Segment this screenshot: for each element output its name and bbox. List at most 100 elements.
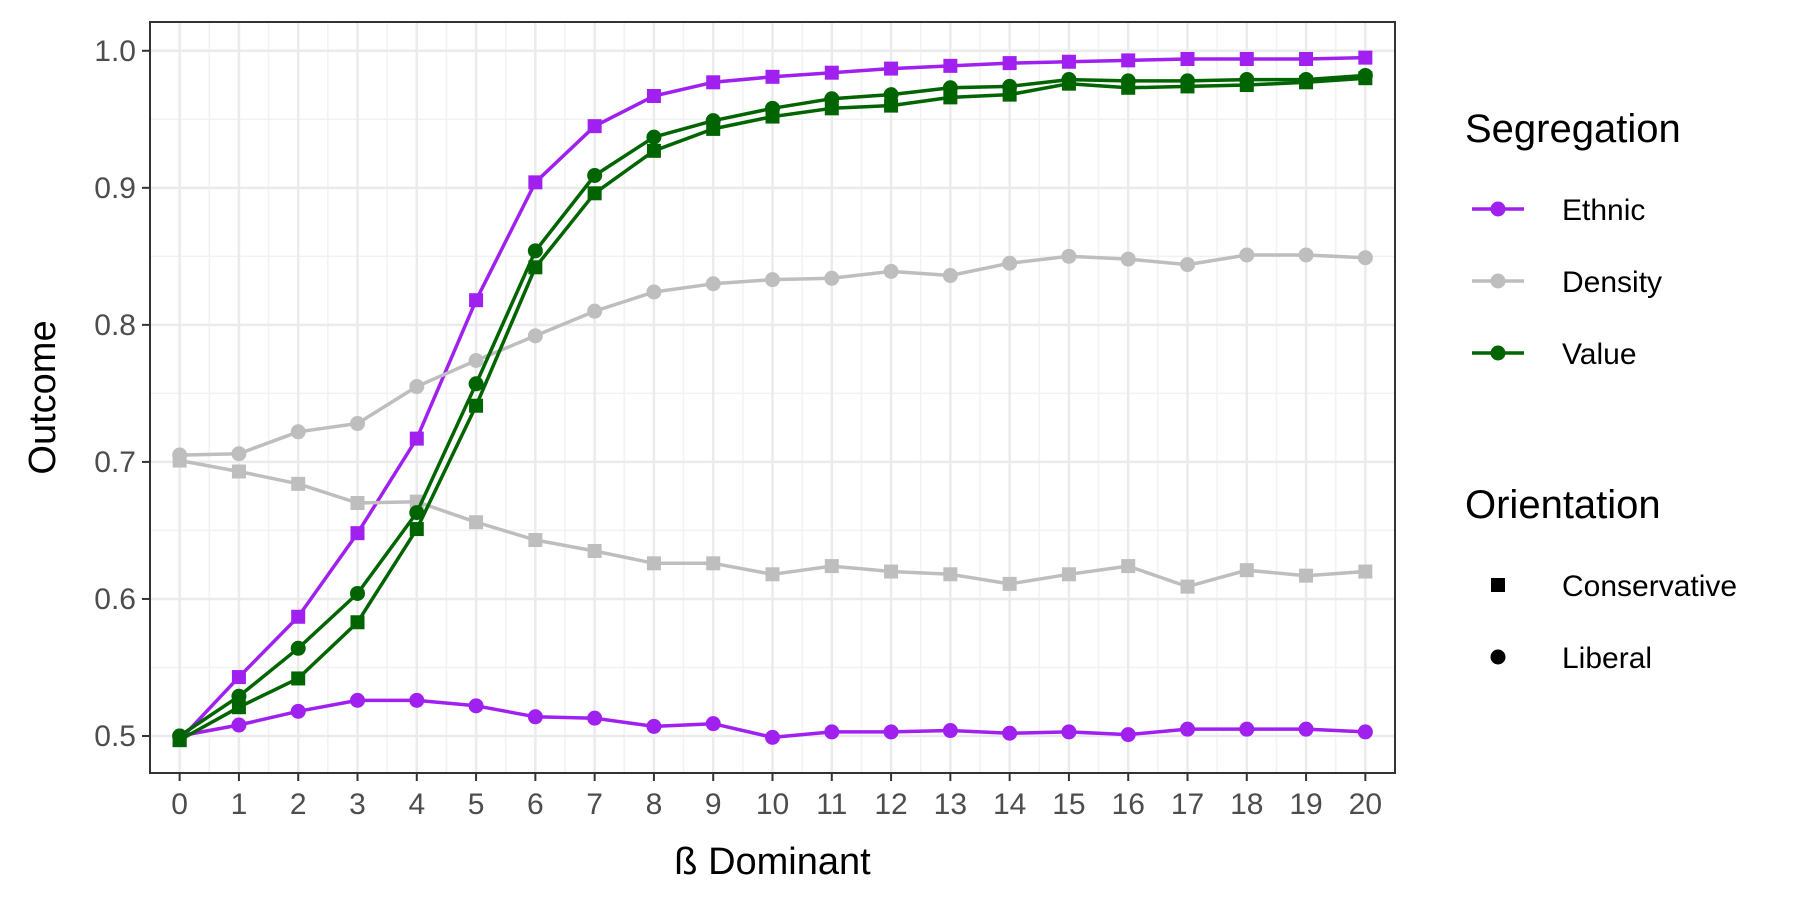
legend-item-density: Density [1472, 266, 1662, 299]
data-point-square [1299, 568, 1314, 583]
data-point-square [1358, 564, 1373, 579]
data-point-circle [409, 692, 425, 708]
data-point-square [646, 89, 661, 104]
y-tick-label: 0.5 [94, 720, 136, 753]
data-point-circle [1180, 73, 1195, 89]
data-point-circle [231, 717, 247, 733]
data-point-square [350, 615, 365, 630]
y-tick-label: 1.0 [94, 35, 136, 68]
x-tick-label: 11 [816, 788, 847, 821]
legend-label: Ethnic [1562, 194, 1645, 227]
x-tick-label: 5 [468, 788, 485, 821]
x-tick-label: 15 [1052, 788, 1085, 821]
data-point-circle [587, 167, 603, 183]
data-point-circle [883, 724, 899, 740]
data-point-square [469, 398, 484, 413]
x-tick-label: 3 [349, 788, 366, 821]
data-point-circle [942, 80, 958, 96]
data-point-circle [409, 379, 425, 395]
data-point-square [291, 476, 306, 491]
data-point-circle [1061, 248, 1077, 264]
data-point-circle [705, 113, 721, 129]
data-point-square [587, 543, 602, 558]
data-point-circle [765, 100, 780, 116]
x-tick-label: 1 [231, 788, 248, 821]
series-ethnic-liberal [172, 692, 1373, 745]
series-layer [172, 50, 1373, 748]
data-point-circle [646, 284, 662, 300]
data-point-circle [350, 692, 365, 708]
data-point-square [1061, 54, 1076, 69]
legend-key-point [1490, 201, 1506, 217]
data-point-square [291, 609, 306, 624]
data-point-circle [290, 424, 306, 440]
data-point-square [1002, 56, 1017, 71]
data-point-circle [587, 303, 603, 319]
data-point-square [646, 556, 661, 571]
data-point-circle [172, 447, 188, 463]
data-point-circle [1239, 721, 1255, 737]
series-density-liberal [172, 247, 1373, 463]
data-point-circle [527, 709, 543, 725]
legend-label: Value [1562, 338, 1637, 371]
data-point-square [943, 567, 958, 582]
data-point-square [1239, 52, 1254, 67]
data-point-circle [231, 446, 247, 462]
data-point-square [469, 515, 484, 530]
data-point-circle [824, 91, 840, 107]
data-point-square [824, 559, 839, 574]
y-axis-title: Outcome [22, 320, 64, 474]
y-tick-label: 0.7 [94, 446, 136, 479]
data-point-circle [883, 87, 899, 103]
legend-title-segregation: Segregation [1465, 107, 1681, 151]
data-point-circle [290, 640, 306, 656]
data-point-square [291, 671, 306, 686]
data-point-circle [1180, 721, 1195, 737]
data-point-square [1358, 50, 1373, 65]
data-point-circle [172, 728, 188, 744]
x-tick-label: 2 [290, 788, 307, 821]
data-point-circle [350, 416, 365, 432]
data-point-circle [765, 272, 780, 288]
data-point-circle [942, 268, 958, 284]
data-point-square [1121, 53, 1136, 68]
x-tick-label: 19 [1289, 788, 1322, 821]
data-point-circle [883, 263, 899, 279]
legend-title-orientation: Orientation [1465, 483, 1661, 527]
data-point-square [1239, 563, 1254, 578]
data-point-square [528, 533, 543, 548]
data-point-circle [587, 710, 603, 726]
data-point-circle [1298, 72, 1314, 88]
x-tick-label: 14 [993, 788, 1026, 821]
x-tick-label: 18 [1230, 788, 1263, 821]
x-tick-label: 20 [1349, 788, 1382, 821]
data-point-circle [1002, 255, 1018, 271]
x-tick-label: 16 [1112, 788, 1145, 821]
legend-key-point [1490, 345, 1506, 361]
data-point-circle [468, 352, 484, 368]
data-point-circle [765, 729, 780, 745]
data-point-square [1299, 52, 1314, 67]
data-point-square [1180, 579, 1195, 594]
data-point-circle [1357, 250, 1373, 266]
x-tick-label: 0 [171, 788, 188, 821]
data-point-square [884, 61, 899, 76]
x-tick-label: 12 [874, 788, 907, 821]
legend-item-liberal: Liberal [1490, 642, 1652, 675]
data-point-circle [1180, 257, 1195, 273]
x-axis: 0 1 2 3 4 5 6 7 8 9 10 11 12 13 14 15 16 17 18 19 20 [171, 773, 1382, 821]
data-point-circle [646, 129, 662, 145]
legend-label: Density [1562, 266, 1662, 299]
legend-label: Liberal [1562, 642, 1652, 675]
data-point-square [469, 293, 484, 308]
data-point-circle [1239, 247, 1255, 263]
data-point-square [706, 556, 721, 571]
data-point-circle [824, 724, 840, 740]
legend-key-square [1491, 578, 1505, 592]
data-point-square [824, 65, 839, 80]
data-point-square [350, 526, 365, 541]
data-point-circle [1357, 67, 1373, 83]
data-point-square [350, 496, 365, 511]
data-point-square [409, 522, 424, 537]
y-tick-label: 0.8 [94, 309, 136, 342]
